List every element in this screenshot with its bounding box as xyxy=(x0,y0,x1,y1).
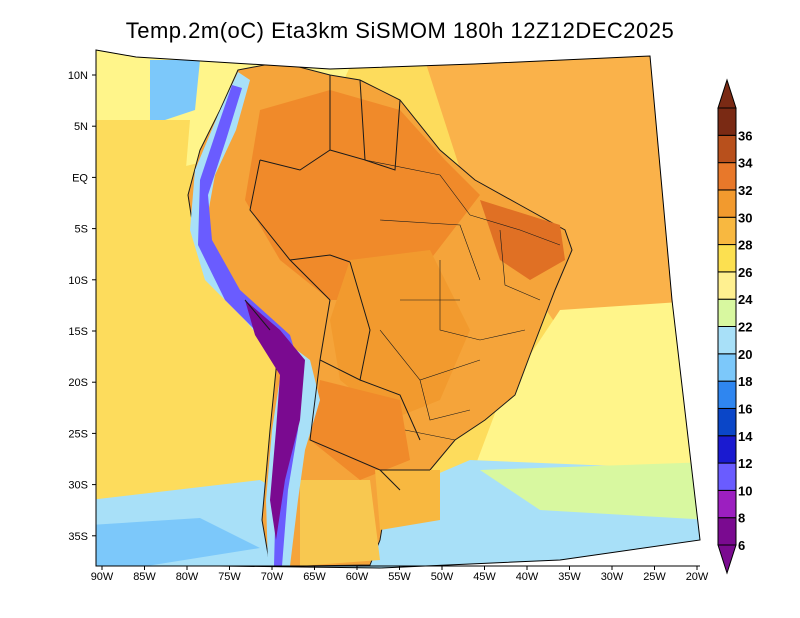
lat-label: 35S xyxy=(68,531,88,543)
colorbar-label: 20 xyxy=(738,347,752,362)
colorbar-label: 18 xyxy=(738,374,752,389)
latitude-axis: 10N 5N EQ 5S 10S 15S 20S 25S 30S 35S xyxy=(68,70,96,543)
lon-label: 50W xyxy=(431,571,454,583)
colorbar-swatch xyxy=(717,489,737,519)
colorbar-label: 36 xyxy=(738,128,752,143)
uruguay-region xyxy=(375,470,440,530)
ocean-atlantic-cool xyxy=(470,300,700,480)
lon-label: 90W xyxy=(91,571,114,583)
lon-label: 45W xyxy=(473,571,496,583)
colorbar-bottom-arrow xyxy=(717,544,737,575)
lon-label: 70W xyxy=(261,571,284,583)
lat-label: 5S xyxy=(75,224,88,236)
lat-label: 15S xyxy=(68,326,88,338)
lon-label: 85W xyxy=(133,571,156,583)
longitude-axis: 90W 85W 80W 75W 70W 65W 60W 55W 50W 45W 40W 35W 30W 2… xyxy=(91,565,709,583)
colorbar-swatch xyxy=(717,407,737,437)
colorbar-swatch xyxy=(717,462,737,491)
state-borders xyxy=(364,159,561,441)
ocean-south-colder xyxy=(96,518,260,568)
altiplano-coldest xyxy=(245,300,305,540)
lon-label: 40W xyxy=(516,571,539,583)
map-title: Temp.2m(oC) Eta3km SiSMOM 180h 12Z12DEC2… xyxy=(125,18,675,43)
lon-label: 30W xyxy=(601,571,624,583)
colorbar-swatch xyxy=(717,298,737,327)
lon-label: 55W xyxy=(388,571,411,583)
map-domain xyxy=(96,50,700,568)
colorbar-swatch xyxy=(717,162,737,191)
lon-label: 25W xyxy=(643,571,666,583)
colorbar-label: 32 xyxy=(738,183,752,198)
colorbar-swatch xyxy=(717,244,737,273)
lon-label: 65W xyxy=(303,571,326,583)
colorbar-label: 8 xyxy=(738,511,745,526)
country-borders xyxy=(244,75,430,491)
lon-label: 35W xyxy=(558,571,581,583)
colorbar-swatch xyxy=(717,134,737,164)
lon-label: 60W xyxy=(346,571,369,583)
pampas-region xyxy=(300,480,380,566)
lat-label: 5N xyxy=(74,121,88,133)
colorbar-label: 26 xyxy=(738,265,752,280)
lat-label: 10S xyxy=(68,275,88,287)
chaco-hot-region xyxy=(310,380,410,480)
colorbar-swatch xyxy=(717,517,737,546)
colorbar-swatch xyxy=(717,353,737,382)
colorbar-swatch xyxy=(717,435,737,464)
amazon-hot-region xyxy=(245,90,480,300)
ocean-cool-patch xyxy=(150,60,200,125)
colorbar-label: 10 xyxy=(738,483,752,498)
colorbar-label: 22 xyxy=(738,320,752,335)
lat-label: 30S xyxy=(68,480,88,492)
lat-label: EQ xyxy=(72,172,88,184)
colorbar-label: 34 xyxy=(738,156,753,171)
colorbar-swatch xyxy=(717,326,737,355)
ocean-south-atlantic-band xyxy=(480,462,700,520)
lat-label: 20S xyxy=(68,377,88,389)
colorbar-label: 16 xyxy=(738,401,752,416)
colorbar-swatch xyxy=(717,380,737,409)
colorbar-label: 6 xyxy=(738,538,745,553)
ocean-atlantic-warm xyxy=(420,50,700,330)
lon-label: 80W xyxy=(176,571,199,583)
colorbar: 6 8 10 12 14 16 18 20 22 24 26 28 30 32 34 36 xyxy=(717,78,753,575)
colorbar-label: 24 xyxy=(738,292,753,307)
colorbar-swatch xyxy=(717,189,737,218)
lon-label: 20W xyxy=(686,571,709,583)
lon-label: 75W xyxy=(218,571,241,583)
colorbar-label: 30 xyxy=(738,210,752,225)
ocean-pacific-band xyxy=(96,120,190,260)
northeast-brazil-hot xyxy=(480,200,565,280)
lat-label: 25S xyxy=(68,428,88,440)
colorbar-label: 12 xyxy=(738,456,752,471)
central-brazil-region xyxy=(330,250,470,420)
colorbar-label: 14 xyxy=(738,429,753,444)
colorbar-swatch xyxy=(717,216,737,246)
lat-label: 10N xyxy=(68,70,88,82)
colorbar-label: 28 xyxy=(738,238,752,253)
colorbar-swatch xyxy=(717,271,737,300)
colorbar-top-arrow xyxy=(717,78,737,109)
colorbar-swatch xyxy=(717,107,737,136)
